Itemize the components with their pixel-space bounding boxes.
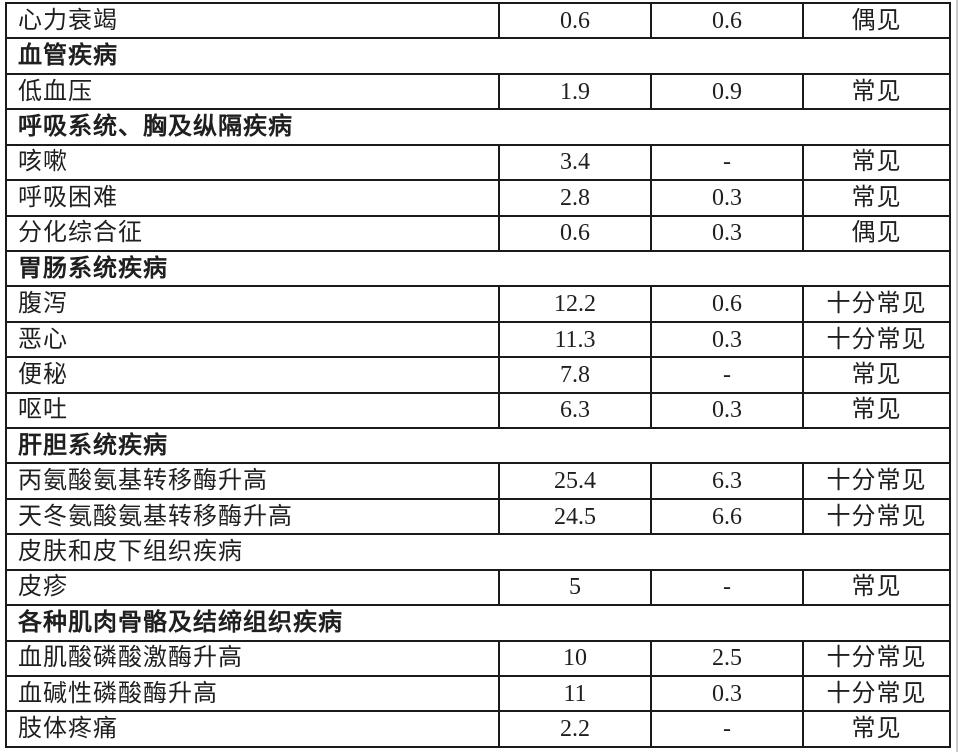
system-organ-class-cell: 呼吸系统、胸及纵隔疾病 [5, 108, 951, 146]
system-organ-class-cell: 肝胆系统疾病 [5, 427, 951, 465]
frequency-cell: 常见 [802, 568, 951, 607]
adverse-reaction-row: 分化综合征 0.6 0.3 偶见 [5, 214, 951, 252]
incidence-all-cell: 2.8 [498, 179, 652, 217]
system-organ-class-row: 血管疾病 [5, 37, 951, 75]
adverse-reaction-row: 恶心 11.3 0.3 十分常见 [5, 320, 951, 359]
reaction-term-cell: 肢体疼痛 [5, 710, 500, 748]
incidence-grade3-cell: 0.3 [650, 214, 804, 252]
incidence-grade3-cell: 0.3 [650, 320, 804, 359]
incidence-grade3-cell: 2.5 [650, 639, 804, 678]
system-organ-class-row: 呼吸系统、胸及纵隔疾病 [5, 108, 951, 146]
incidence-grade3-cell: 0.6 [650, 285, 804, 323]
frequency-cell: 常见 [802, 391, 951, 430]
incidence-grade3-cell: - [650, 568, 804, 607]
frequency-cell: 偶见 [802, 214, 951, 252]
adverse-reaction-row: 皮疹 5 - 常见 [5, 568, 951, 607]
reaction-term-cell: 便秘 [5, 356, 500, 394]
adverse-reaction-row: 便秘 7.8 - 常见 [5, 356, 951, 394]
adverse-reaction-row: 肢体疼痛 2.2 - 常见 [5, 710, 951, 748]
frequency-cell: 十分常见 [802, 497, 951, 536]
reaction-term-cell: 呕吐 [5, 391, 500, 430]
reaction-term-cell: 呼吸困难 [5, 179, 500, 217]
reaction-term-cell: 皮疹 [5, 568, 500, 607]
incidence-all-cell: 11 [498, 675, 652, 713]
incidence-grade3-cell: 0.3 [650, 179, 804, 217]
adverse-reaction-row: 腹泻 12.2 0.6 十分常见 [5, 285, 951, 323]
system-organ-class-cell: 皮肤和皮下组织疾病 [5, 533, 951, 571]
system-organ-class-row: 胃肠系统疾病 [5, 249, 951, 288]
adverse-reaction-row: 咳嗽 3.4 - 常见 [5, 143, 951, 182]
incidence-grade3-cell: - [650, 356, 804, 394]
adverse-reactions-table: 心力衰竭 0.6 0.6 偶见 血管疾病 低血压 1.9 0.9 常见 呼吸系统… [5, 1, 951, 748]
adverse-reaction-row: 血肌酸磷酸激酶升高 10 2.5 十分常见 [5, 639, 951, 678]
frequency-cell: 十分常见 [802, 675, 951, 713]
reaction-term-cell: 分化综合征 [5, 214, 500, 252]
incidence-all-cell: 1.9 [498, 72, 652, 111]
incidence-all-cell: 12.2 [498, 285, 652, 323]
system-organ-class-cell: 各种肌肉骨骼及结缔组织疾病 [5, 604, 951, 642]
reaction-term-cell: 恶心 [5, 320, 500, 359]
system-organ-class-row: 各种肌肉骨骼及结缔组织疾病 [5, 604, 951, 642]
system-organ-class-cell: 胃肠系统疾病 [5, 249, 951, 288]
incidence-all-cell: 0.6 [498, 214, 652, 252]
frequency-cell: 偶见 [802, 1, 951, 40]
adverse-reaction-row: 呕吐 6.3 0.3 常见 [5, 391, 951, 430]
reaction-term-cell: 咳嗽 [5, 143, 500, 182]
frequency-cell: 常见 [802, 179, 951, 217]
incidence-grade3-cell: 0.6 [650, 1, 804, 40]
frequency-cell: 常见 [802, 356, 951, 394]
frequency-cell: 常见 [802, 143, 951, 182]
adverse-reaction-row: 天冬氨酸氨基转移酶升高 24.5 6.6 十分常见 [5, 497, 951, 536]
incidence-all-cell: 6.3 [498, 391, 652, 430]
adverse-reaction-row: 血碱性磷酸酶升高 11 0.3 十分常见 [5, 675, 951, 713]
incidence-all-cell: 11.3 [498, 320, 652, 359]
adverse-reaction-row: 心力衰竭 0.6 0.6 偶见 [5, 1, 951, 40]
reaction-term-cell: 心力衰竭 [5, 1, 500, 40]
frequency-cell: 常见 [802, 710, 951, 748]
incidence-grade3-cell: 6.6 [650, 497, 804, 536]
page-right-edge-line [956, 0, 958, 752]
incidence-grade3-cell: 0.9 [650, 72, 804, 111]
reaction-term-cell: 血碱性磷酸酶升高 [5, 675, 500, 713]
adverse-reaction-row: 低血压 1.9 0.9 常见 [5, 72, 951, 111]
system-organ-class-row: 肝胆系统疾病 [5, 427, 951, 465]
adverse-reaction-row: 呼吸困难 2.8 0.3 常见 [5, 179, 951, 217]
frequency-cell: 十分常见 [802, 639, 951, 678]
incidence-all-cell: 0.6 [498, 1, 652, 40]
reaction-term-cell: 腹泻 [5, 285, 500, 323]
incidence-all-cell: 7.8 [498, 356, 652, 394]
system-organ-class-row: 皮肤和皮下组织疾病 [5, 533, 951, 571]
incidence-grade3-cell: 0.3 [650, 391, 804, 430]
frequency-cell: 十分常见 [802, 462, 951, 500]
reaction-term-cell: 天冬氨酸氨基转移酶升高 [5, 497, 500, 536]
table-body: 心力衰竭 0.6 0.6 偶见 血管疾病 低血压 1.9 0.9 常见 呼吸系统… [5, 1, 951, 748]
incidence-all-cell: 10 [498, 639, 652, 678]
reaction-term-cell: 丙氨酸氨基转移酶升高 [5, 462, 500, 500]
frequency-cell: 常见 [802, 72, 951, 111]
frequency-cell: 十分常见 [802, 320, 951, 359]
incidence-all-cell: 2.2 [498, 710, 652, 748]
incidence-grade3-cell: 0.3 [650, 675, 804, 713]
incidence-all-cell: 5 [498, 568, 652, 607]
incidence-grade3-cell: - [650, 143, 804, 182]
frequency-cell: 十分常见 [802, 285, 951, 323]
incidence-all-cell: 3.4 [498, 143, 652, 182]
reaction-term-cell: 低血压 [5, 72, 500, 111]
incidence-all-cell: 24.5 [498, 497, 652, 536]
incidence-grade3-cell: 6.3 [650, 462, 804, 500]
adverse-reaction-row: 丙氨酸氨基转移酶升高 25.4 6.3 十分常见 [5, 462, 951, 500]
incidence-all-cell: 25.4 [498, 462, 652, 500]
system-organ-class-cell: 血管疾病 [5, 37, 951, 75]
reaction-term-cell: 血肌酸磷酸激酶升高 [5, 639, 500, 678]
incidence-grade3-cell: - [650, 710, 804, 748]
